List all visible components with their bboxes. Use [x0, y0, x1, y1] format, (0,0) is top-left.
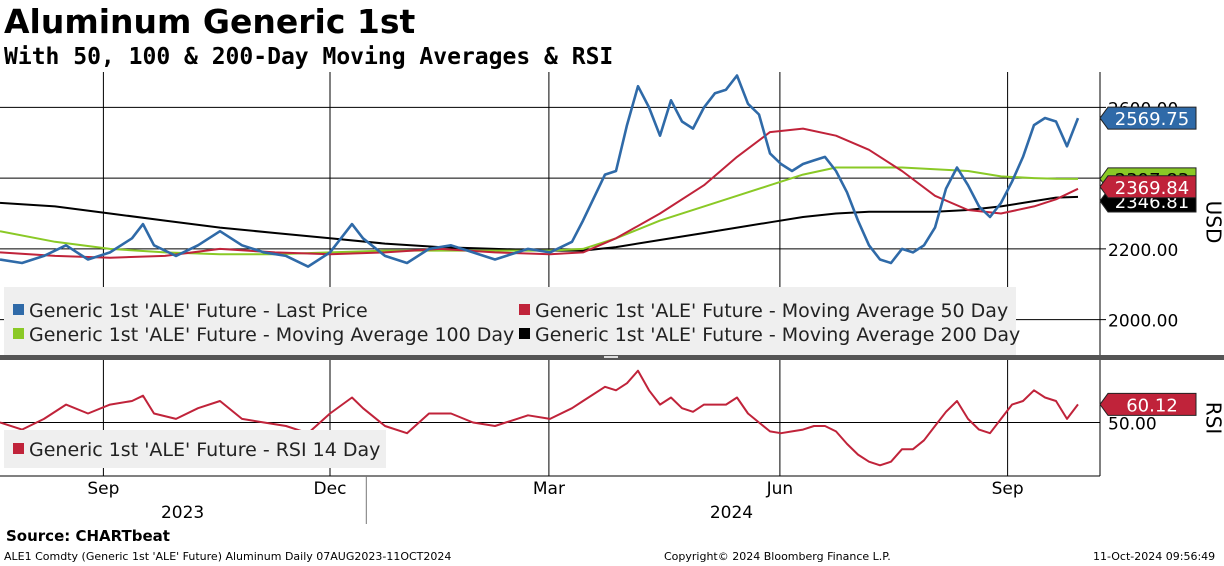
x-tick-label: Sep — [992, 479, 1024, 499]
source-label: Source: CHARTbeat — [6, 527, 170, 545]
legend-swatch-price — [13, 304, 24, 315]
chart-subtitle: With 50, 100 & 200-Day Moving Averages &… — [4, 44, 614, 70]
series-line-ma100 — [0, 166, 1079, 256]
footer-copyright: Copyright© 2024 Bloomberg Finance L.P. — [664, 550, 891, 563]
tag-rsi-box — [1099, 392, 1197, 416]
tag-ma50-box — [1099, 175, 1197, 199]
x-tick-label: Jun — [766, 479, 794, 499]
x-tick-label: Mar — [533, 479, 565, 499]
tag-rsi: 60.12 — [1126, 395, 1178, 416]
rsi-axis-title: RSI — [1202, 402, 1224, 435]
series-line-ma200 — [0, 195, 1079, 252]
series-line-ma50 — [0, 127, 1079, 259]
legend-label-ma50: Generic 1st 'ALE' Future - Moving Averag… — [535, 300, 1008, 322]
x-tick-label: Sep — [87, 479, 119, 499]
tag-price: 2569.75 — [1115, 109, 1189, 130]
year-label: 2024 — [710, 503, 753, 523]
y-tick-label: 2200.00 — [1108, 241, 1178, 261]
legend-swatch-ma100 — [13, 328, 24, 339]
legend-swatch-rsi — [13, 443, 24, 454]
price-legend-box — [4, 287, 1016, 355]
legend-label-price: Generic 1st 'ALE' Future - Last Price — [29, 300, 368, 322]
rsi-legend-box — [4, 430, 386, 468]
legend-swatch-ma200 — [519, 328, 530, 339]
footer-ticker: ALE1 Comdty (Generic 1st 'ALE' Future) A… — [4, 550, 452, 563]
rsi-y-tick-label: 50.00 — [1108, 414, 1157, 434]
legend-swatch-ma50 — [519, 304, 530, 315]
y-tick-label: 2000.00 — [1108, 312, 1178, 332]
year-label: 2023 — [161, 503, 204, 523]
footer-timestamp: 11-Oct-2024 09:56:49 — [1093, 550, 1216, 563]
legend-label-rsi: Generic 1st 'ALE' Future - RSI 14 Day — [29, 439, 380, 461]
chart-title: Aluminum Generic 1st — [4, 2, 416, 41]
legend-label-ma200: Generic 1st 'ALE' Future - Moving Averag… — [535, 324, 1020, 346]
legend-label-ma100: Generic 1st 'ALE' Future - Moving Averag… — [29, 324, 514, 346]
tag-price-box — [1099, 106, 1197, 130]
x-tick-label: Dec — [314, 479, 347, 499]
series-line-rsi — [0, 369, 1079, 467]
panel-divider-handle[interactable] — [604, 356, 618, 358]
series-line-price — [0, 74, 1080, 268]
tag-ma50: 2369.84 — [1115, 178, 1189, 199]
price-axis-title: USD — [1202, 201, 1224, 244]
